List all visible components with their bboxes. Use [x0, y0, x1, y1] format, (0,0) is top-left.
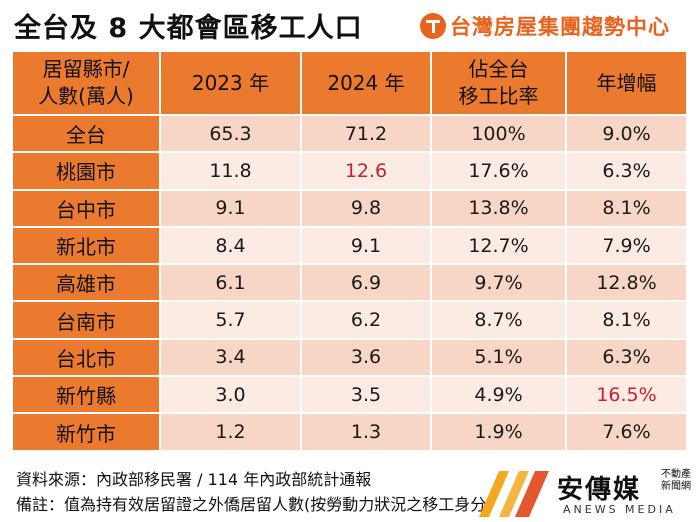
cell-growth-highlight: 16.5% — [565, 375, 688, 415]
cell-2023: 8.4 — [159, 225, 302, 266]
cell-city: 新竹縣 — [11, 375, 161, 415]
watermark-tag: 不動產新聞網 — [661, 469, 691, 492]
cell-2024: 6.2 — [300, 300, 432, 340]
cell-2024: 1.3 — [300, 412, 432, 452]
page-title: 全台及 8 大都會區移工人口 — [14, 13, 363, 44]
table-row: 新北市 8.4 9.1 12.7% 7.9% — [11, 225, 688, 266]
cell-growth: 6.3% — [565, 337, 688, 378]
cell-2024: 9.1 — [300, 225, 432, 266]
watermark: 安傳媒 不動產新聞網 ANEWS MEDIA — [475, 463, 696, 522]
cell-share: 13.8% — [430, 188, 567, 228]
header-growth: 年增幅 — [565, 50, 688, 116]
cell-2023: 6.1 — [159, 263, 302, 303]
brand-name: 台灣房屋集團趨勢中心 — [450, 15, 670, 39]
cell-2024: 3.5 — [300, 375, 432, 415]
cell-2024: 71.2 — [300, 113, 432, 154]
cell-growth: 6.3% — [565, 151, 688, 191]
brand: 台灣房屋集團趨勢中心 — [420, 11, 670, 41]
header: 全台及 8 大都會區移工人口 台灣房屋集團趨勢中心 — [0, 0, 696, 50]
data-source: 資料來源：內政部移民署 / 114 年內政部統計通報 — [16, 470, 372, 489]
cell-city: 台中市 — [11, 188, 161, 228]
cell-growth: 7.9% — [565, 225, 688, 266]
cell-2023: 3.4 — [159, 337, 302, 378]
watermark-sub: ANEWS MEDIA — [563, 503, 676, 516]
cell-city: 高雄市 — [11, 263, 161, 303]
header-city: 居留縣市/人數(萬人) — [11, 50, 161, 116]
cell-growth: 9.0% — [565, 113, 688, 154]
cell-2024: 3.6 — [300, 337, 432, 378]
header-2023: 2023 年 — [159, 50, 302, 116]
cell-2023: 65.3 — [159, 113, 302, 154]
table-row: 台北市 3.4 3.6 5.1% 6.3% — [11, 337, 688, 378]
cell-2023: 11.8 — [159, 151, 302, 191]
table-row: 高雄市 6.1 6.9 9.7% 12.8% — [11, 263, 688, 303]
cell-share: 4.9% — [430, 375, 567, 415]
taiwan-house-logo-icon — [420, 13, 446, 39]
cell-growth: 8.1% — [565, 188, 688, 228]
watermark-name: 安傳媒 — [557, 475, 642, 505]
header-share: 佔全台 移工比率 — [430, 50, 567, 116]
table-row: 台中市 9.1 9.8 13.8% 8.1% — [11, 188, 688, 228]
cell-city: 台南市 — [11, 300, 161, 340]
cell-share: 17.6% — [430, 151, 567, 191]
cell-2024-highlight: 12.6 — [300, 151, 432, 191]
cell-growth: 7.6% — [565, 412, 688, 452]
table-row: 全台 65.3 71.2 100% 9.0% — [11, 113, 688, 154]
footnote: 備註：值為持有效居留證之外僑居留人數(按勞動力狀況之移工身分) — [16, 495, 493, 514]
table-header-row: 居留縣市/人數(萬人) 2023 年 2024 年 佔全台 移工比率 年增幅 — [11, 50, 688, 116]
cell-city: 桃園市 — [11, 151, 161, 191]
table-row: 台南市 5.7 6.2 8.7% 8.1% — [11, 300, 688, 340]
cell-share: 9.7% — [430, 263, 567, 303]
cell-growth: 8.1% — [565, 300, 688, 340]
cell-city: 台北市 — [11, 337, 161, 378]
table-row: 桃園市 11.8 12.6 17.6% 6.3% — [11, 151, 688, 191]
migrant-worker-table: 居留縣市/人數(萬人) 2023 年 2024 年 佔全台 移工比率 年增幅 全台… — [11, 50, 688, 452]
cell-share: 5.1% — [430, 337, 567, 378]
cell-city: 新竹市 — [11, 412, 161, 452]
table-row: 新竹縣 3.0 3.5 4.9% 16.5% — [11, 375, 688, 415]
anews-media-logo-icon — [479, 471, 549, 517]
cell-2024: 6.9 — [300, 263, 432, 303]
cell-city: 全台 — [11, 113, 161, 154]
cell-2023: 1.2 — [159, 412, 302, 452]
table-row: 新竹市 1.2 1.3 1.9% 7.6% — [11, 412, 688, 452]
cell-growth: 12.8% — [565, 263, 688, 303]
cell-share: 12.7% — [430, 225, 567, 266]
cell-2024: 9.8 — [300, 188, 432, 228]
cell-2023: 9.1 — [159, 188, 302, 228]
cell-share: 8.7% — [430, 300, 567, 340]
cell-2023: 5.7 — [159, 300, 302, 340]
header-2024: 2024 年 — [300, 50, 432, 116]
cell-city: 新北市 — [11, 225, 161, 266]
cell-2023: 3.0 — [159, 375, 302, 415]
cell-share: 100% — [430, 113, 567, 154]
cell-share: 1.9% — [430, 412, 567, 452]
